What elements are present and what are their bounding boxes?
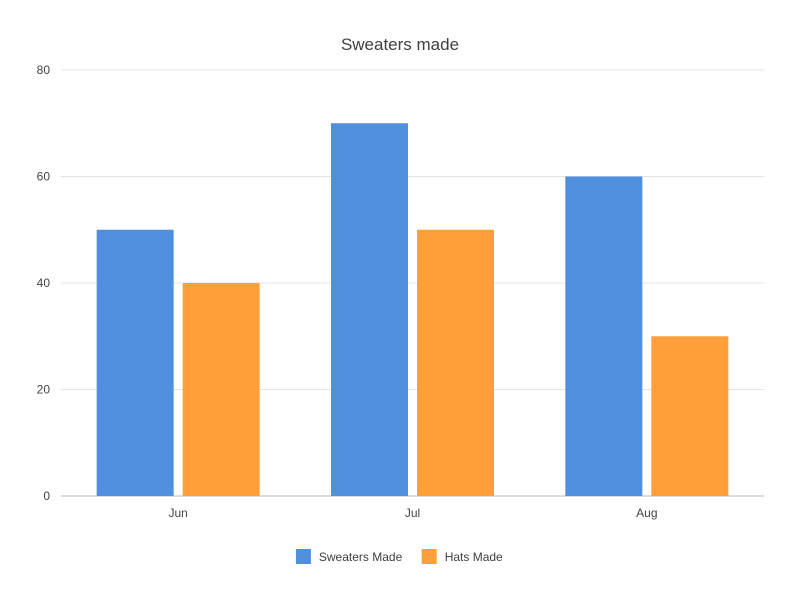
- bar-hats-made-aug: [651, 336, 729, 496]
- bar-hats-made-jul: [417, 229, 494, 496]
- y-tick-label: 0: [43, 489, 50, 503]
- bar-sweaters-made-jul: [331, 123, 408, 496]
- legend-swatch: [421, 549, 437, 564]
- bar-hats-made-jun: [182, 283, 260, 496]
- bar-sweaters-made-aug: [565, 176, 643, 496]
- gridlines: [61, 69, 764, 497]
- x-tick-label: Aug: [636, 506, 657, 520]
- bar-sweaters-made-jun: [96, 229, 174, 496]
- legend: Sweaters Made Hats Made: [295, 549, 503, 564]
- x-axis-ticks: Jun Jul Aug: [168, 506, 657, 520]
- y-axis-ticks: 0 20 40 60 80: [37, 63, 51, 503]
- y-tick-label: 40: [37, 276, 51, 290]
- x-tick-label: Jul: [405, 506, 420, 520]
- legend-swatch: [295, 549, 311, 564]
- legend-label: Sweaters Made: [319, 550, 403, 564]
- y-tick-label: 80: [37, 63, 51, 77]
- y-tick-label: 60: [37, 170, 51, 184]
- x-tick-label: Jun: [168, 506, 187, 520]
- chart-title: Sweaters made: [341, 35, 459, 54]
- legend-label: Hats Made: [445, 550, 503, 564]
- y-tick-label: 20: [37, 383, 51, 397]
- bars: [96, 123, 729, 496]
